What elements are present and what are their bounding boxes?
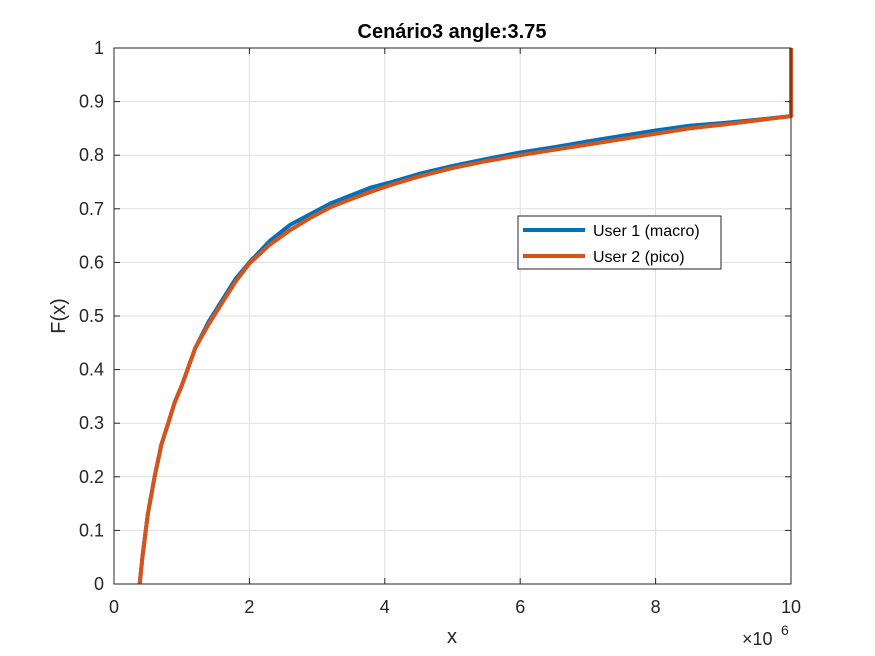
y-tick-label: 0.1 [79,520,104,540]
legend: User 1 (macro) User 2 (pico) [517,215,722,270]
series-layer [137,48,793,585]
y-axis-ticks: 0 0.1 0.2 0.3 0.4 0.5 0.6 0.7 0.8 0.9 1 [79,38,791,594]
y-tick-label: 0.6 [79,252,104,272]
x-tick-label: 8 [651,597,661,617]
y-tick-label: 0.2 [79,467,104,487]
y-tick-label: 0.5 [79,306,104,326]
y-tick-label: 0.4 [79,360,104,380]
x-tick-label: 2 [244,597,254,617]
series-line-2 [137,48,793,585]
y-tick-label: 0.9 [79,92,104,112]
x-exponent-base: ×10 [742,629,773,649]
x-axis-ticks: 0 2 4 6 8 10 [109,48,801,617]
legend-box [517,215,722,270]
x-tick-label: 0 [109,597,119,617]
y-tick-label: 1 [94,38,104,58]
y-tick-label: 0 [94,574,104,594]
legend-label-user-1: User 1 (macro) [593,223,700,240]
y-tick-label: 0.3 [79,413,104,433]
x-tick-label: 4 [380,597,390,617]
x-axis-label: x [447,626,457,648]
x-exponent-power: 6 [781,622,789,638]
y-tick-label: 0.7 [79,199,104,219]
x-tick-label: 10 [781,597,801,617]
grid-lines [114,48,791,584]
x-axis-exponent: ×10 6 [742,622,789,649]
chart-title: Cenário3 angle:3.75 [358,21,547,43]
legend-label-user-2: User 2 (pico) [593,249,685,266]
y-axis-label: F(x) [48,298,70,334]
x-tick-label: 6 [515,597,525,617]
y-tick-label: 0.8 [79,145,104,165]
